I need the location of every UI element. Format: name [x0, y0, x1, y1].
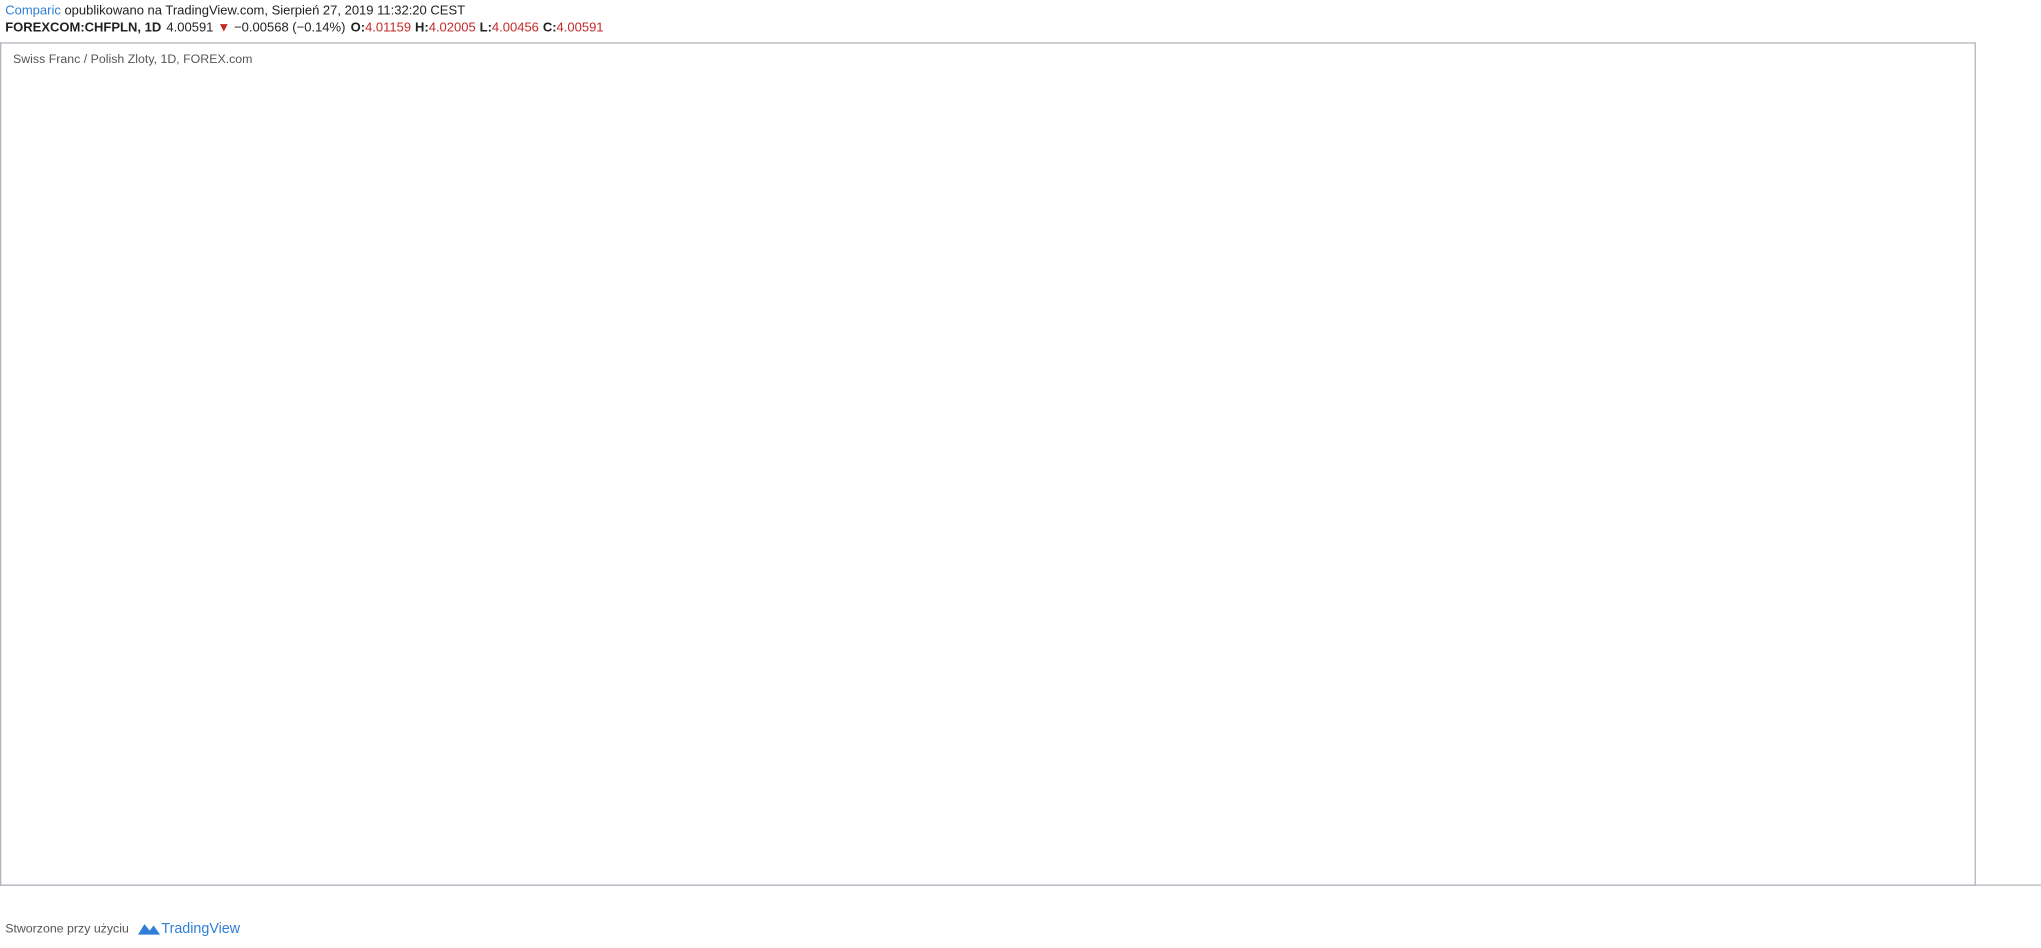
h-label: H:: [415, 20, 429, 35]
footer-brand[interactable]: TradingView: [161, 921, 240, 937]
change: −0.00568 (−0.14%): [234, 20, 345, 35]
author[interactable]: Comparic: [5, 3, 61, 18]
header-line: Comparic opublikowano na TradingView.com…: [5, 3, 465, 18]
footer-text: Stworzone przy użyciu: [5, 922, 129, 936]
l-label: L:: [480, 20, 492, 35]
logo-icon: [137, 924, 161, 935]
chart-title: Swiss Franc / Polish Zloty, 1D, FOREX.co…: [13, 52, 252, 66]
open: 4.01159: [365, 20, 411, 35]
o-label: O:: [351, 20, 365, 35]
high: 4.02005: [429, 20, 476, 35]
close: 4.00591: [557, 20, 604, 35]
arrow: ▼: [217, 20, 230, 35]
pane-border: [0, 42, 1976, 886]
published: opublikowano na TradingView.com, Sierpie…: [61, 3, 465, 18]
low: 4.00456: [492, 20, 539, 35]
symbol-line: FOREXCOM:CHFPLN, 1D 4.00591 ▼ −0.00568 (−0.…: [5, 20, 603, 35]
last: 4.00591: [166, 20, 213, 35]
symbol: FOREXCOM:CHFPLN, 1D: [5, 20, 161, 35]
c-label: C:: [543, 20, 557, 35]
